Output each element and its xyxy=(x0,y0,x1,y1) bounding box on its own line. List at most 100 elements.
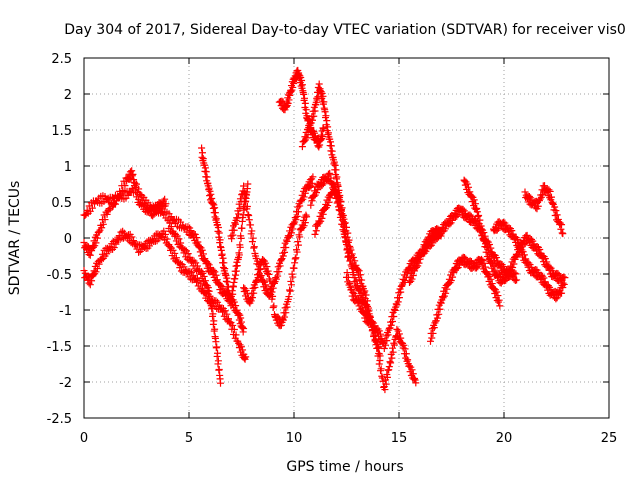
data-point xyxy=(376,357,384,365)
data-point xyxy=(477,222,485,230)
data-point xyxy=(287,229,295,237)
data-point xyxy=(161,195,169,203)
data-point xyxy=(395,330,403,338)
y-tick-label: -0.5 xyxy=(47,268,72,283)
data-point xyxy=(302,211,310,219)
data-point xyxy=(247,221,255,229)
data-point xyxy=(117,228,125,236)
data-point xyxy=(536,245,544,253)
data-point xyxy=(409,271,417,279)
y-tick-label: 0.5 xyxy=(51,196,72,211)
data-point xyxy=(228,235,236,243)
data-point xyxy=(313,96,321,104)
data-point xyxy=(327,174,335,182)
data-point xyxy=(415,259,423,267)
data-point xyxy=(289,83,297,91)
data-point xyxy=(312,189,320,197)
data-point xyxy=(337,207,345,215)
data-point xyxy=(344,273,352,281)
data-point xyxy=(351,292,359,300)
data-point xyxy=(534,268,542,276)
data-point xyxy=(245,212,253,220)
data-point xyxy=(199,250,207,258)
data-point xyxy=(177,260,185,268)
data-point xyxy=(224,278,232,286)
data-point xyxy=(135,195,143,203)
data-point xyxy=(410,375,418,383)
data-point xyxy=(202,168,210,176)
data-point xyxy=(373,344,381,352)
data-point xyxy=(351,257,359,265)
data-point xyxy=(478,255,486,263)
data-point xyxy=(242,287,250,295)
data-point xyxy=(330,180,338,188)
data-point xyxy=(103,210,111,218)
data-point xyxy=(383,337,391,345)
data-point xyxy=(461,253,469,261)
data-point xyxy=(328,147,336,155)
data-point xyxy=(319,210,327,218)
data-point xyxy=(553,211,561,219)
x-tick-label: 10 xyxy=(286,431,303,446)
data-point xyxy=(406,362,413,370)
data-point xyxy=(294,241,302,249)
data-point xyxy=(495,296,503,304)
data-point xyxy=(168,229,176,237)
data-point xyxy=(232,267,240,275)
data-point xyxy=(283,237,291,245)
data-point xyxy=(86,281,94,289)
data-point xyxy=(308,197,316,205)
data-point xyxy=(177,267,185,275)
data-point xyxy=(198,144,206,152)
data-point xyxy=(326,194,334,202)
data-point xyxy=(301,189,309,197)
data-point xyxy=(235,310,243,318)
data-point xyxy=(344,229,352,237)
data-point xyxy=(346,242,354,250)
series-track-6 xyxy=(227,173,317,300)
data-point xyxy=(133,180,140,188)
data-point xyxy=(112,240,120,248)
data-point xyxy=(317,88,325,96)
data-point xyxy=(212,271,220,279)
data-point xyxy=(435,310,443,318)
data-point xyxy=(385,366,393,374)
data-point xyxy=(224,315,232,323)
data-point xyxy=(210,266,218,274)
data-point xyxy=(352,261,360,269)
data-point xyxy=(377,330,385,338)
data-point xyxy=(277,256,285,264)
data-point xyxy=(214,357,222,365)
data-point xyxy=(88,204,96,212)
data-point xyxy=(172,254,180,262)
data-point xyxy=(201,277,209,285)
chart-title: Day 304 of 2017, Sidereal Day-to-day VTE… xyxy=(64,22,626,38)
data-point xyxy=(346,279,354,287)
data-point xyxy=(427,337,434,345)
data-point xyxy=(276,262,284,270)
data-point xyxy=(510,260,518,268)
data-point xyxy=(534,202,542,210)
data-point xyxy=(393,325,401,333)
data-point xyxy=(296,202,304,210)
series-track-17 xyxy=(521,182,567,238)
data-point xyxy=(274,272,282,280)
data-point xyxy=(241,188,249,196)
data-point xyxy=(184,223,192,231)
data-point xyxy=(496,302,504,310)
data-point xyxy=(135,248,143,256)
data-point xyxy=(402,350,410,358)
data-point xyxy=(354,265,362,273)
data-point xyxy=(237,314,245,322)
y-tick-label: 1 xyxy=(64,160,72,175)
data-point xyxy=(300,90,308,98)
data-point xyxy=(412,263,420,271)
data-point xyxy=(314,142,322,150)
data-point xyxy=(378,374,386,382)
data-point xyxy=(162,200,170,208)
data-point xyxy=(298,81,306,89)
series-track-15 xyxy=(460,176,569,288)
data-point xyxy=(552,295,560,303)
data-point xyxy=(95,228,103,236)
